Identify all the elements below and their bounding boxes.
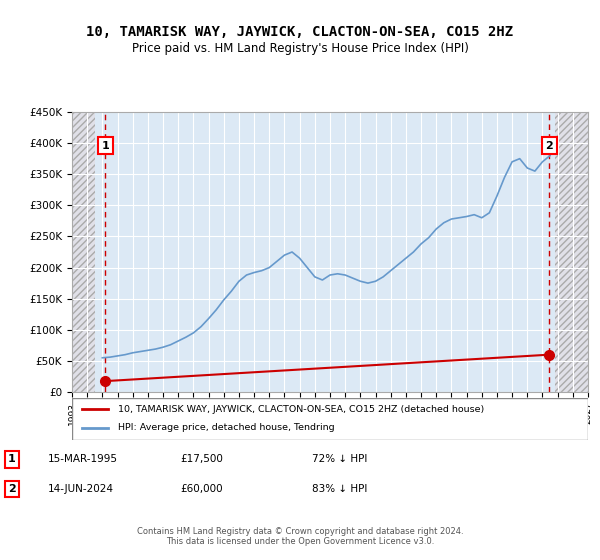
Text: 1: 1 xyxy=(101,141,109,151)
Text: 83% ↓ HPI: 83% ↓ HPI xyxy=(312,484,367,494)
Text: 10, TAMARISK WAY, JAYWICK, CLACTON-ON-SEA, CO15 2HZ: 10, TAMARISK WAY, JAYWICK, CLACTON-ON-SE… xyxy=(86,25,514,39)
Text: 1: 1 xyxy=(8,454,16,464)
Text: 2: 2 xyxy=(545,141,553,151)
Text: 2: 2 xyxy=(8,484,16,494)
Text: Contains HM Land Registry data © Crown copyright and database right 2024.
This d: Contains HM Land Registry data © Crown c… xyxy=(137,526,463,546)
Bar xyxy=(554,112,588,392)
Text: £60,000: £60,000 xyxy=(180,484,223,494)
Text: 10, TAMARISK WAY, JAYWICK, CLACTON-ON-SEA, CO15 2HZ (detached house): 10, TAMARISK WAY, JAYWICK, CLACTON-ON-SE… xyxy=(118,405,485,414)
Text: 15-MAR-1995: 15-MAR-1995 xyxy=(48,454,118,464)
Bar xyxy=(72,112,95,392)
FancyBboxPatch shape xyxy=(72,398,588,440)
Text: £17,500: £17,500 xyxy=(180,454,223,464)
Text: 14-JUN-2024: 14-JUN-2024 xyxy=(48,484,114,494)
Text: 72% ↓ HPI: 72% ↓ HPI xyxy=(312,454,367,464)
Text: Price paid vs. HM Land Registry's House Price Index (HPI): Price paid vs. HM Land Registry's House … xyxy=(131,42,469,55)
Text: HPI: Average price, detached house, Tendring: HPI: Average price, detached house, Tend… xyxy=(118,423,335,432)
